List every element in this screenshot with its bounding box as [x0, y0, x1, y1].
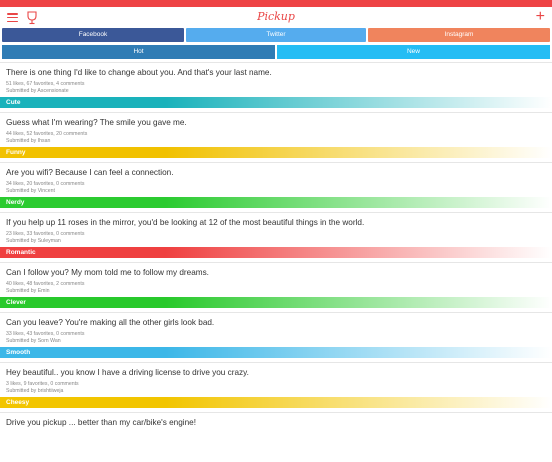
trophy-icon[interactable]: [26, 11, 38, 25]
post-stats: 3 likes, 9 favorites, 0 comments: [6, 381, 79, 387]
post-stats: 33 likes, 43 favorites, 0 comments: [6, 331, 85, 337]
category-tag-bar[interactable]: Funny: [0, 147, 552, 158]
tab-hot[interactable]: Hot: [2, 45, 275, 59]
category-tag-bar[interactable]: Nerdy: [0, 197, 552, 208]
post-author: Submitted by Ihsan: [6, 137, 51, 144]
post-card[interactable]: If you help up 11 roses in the mirror, y…: [0, 212, 552, 262]
post-stats: 23 likes, 33 favorites, 0 comments: [6, 231, 85, 237]
category-tag-label: Cute: [6, 99, 21, 106]
post-stats: 40 likes, 48 favorites, 2 comments: [6, 281, 85, 287]
post-text: Guess what I'm wearing? The smile you ga…: [6, 118, 187, 127]
post-body: Drive you pickup ... better than my car/…: [0, 412, 552, 448]
category-tag-label: Smooth: [6, 349, 31, 356]
post-card[interactable]: Can you leave? You're making all the oth…: [0, 312, 552, 362]
post-text: Hey beautiful.. you know I have a drivin…: [6, 368, 249, 377]
menu-icon[interactable]: [7, 13, 18, 23]
post-body: Guess what I'm wearing? The smile you ga…: [0, 112, 552, 148]
category-tag-bar[interactable]: Smooth: [0, 347, 552, 358]
post-body: Are you wifi? Because I can feel a conne…: [0, 162, 552, 198]
post-body: If you help up 11 roses in the mirror, y…: [0, 212, 552, 248]
category-tag-label: Cheesy: [6, 399, 30, 406]
post-body: Can I follow you? My mom told me to foll…: [0, 262, 552, 298]
post-stats: 51 likes, 67 favorites, 4 comments: [6, 81, 85, 87]
app-title: Pickup: [257, 10, 295, 23]
category-tag-bar[interactable]: Cute: [0, 97, 552, 108]
post-author: Submitted by Vincent: [6, 187, 55, 194]
share-row: Facebook Twitter Instagram: [0, 28, 552, 43]
post-card[interactable]: Guess what I'm wearing? The smile you ga…: [0, 112, 552, 162]
facebook-button[interactable]: Facebook: [2, 28, 184, 42]
post-body: There is one thing I'd like to change ab…: [0, 62, 552, 98]
nav-bar: Pickup +: [0, 7, 552, 29]
post-text: Are you wifi? Because I can feel a conne…: [6, 168, 174, 177]
category-tag-label: Funny: [6, 149, 26, 156]
category-tag-label: Clever: [6, 299, 26, 306]
tab-new[interactable]: New: [277, 45, 550, 59]
category-tag-bar[interactable]: Cheesy: [0, 397, 552, 408]
post-feed: There is one thing I'd like to change ab…: [0, 62, 552, 462]
category-tag-bar[interactable]: Romantic: [0, 247, 552, 258]
post-author: Submitted by Ascensionate: [6, 87, 69, 94]
post-text: If you help up 11 roses in the mirror, y…: [6, 218, 365, 227]
status-bar: [0, 0, 552, 7]
sort-tabs: Hot New: [0, 45, 552, 61]
post-text: There is one thing I'd like to change ab…: [6, 68, 272, 77]
post-author: Submitted by Emin: [6, 287, 50, 294]
post-card[interactable]: Can I follow you? My mom told me to foll…: [0, 262, 552, 312]
add-icon[interactable]: +: [535, 8, 545, 25]
post-author: Submitted by brishtiiweja: [6, 387, 64, 394]
post-stats: 44 likes, 52 favorites, 20 comments: [6, 131, 88, 137]
post-text: Can you leave? You're making all the oth…: [6, 318, 215, 327]
category-tag-label: Romantic: [6, 249, 36, 256]
post-card[interactable]: Are you wifi? Because I can feel a conne…: [0, 162, 552, 212]
post-author: Submitted by Sorn Wan: [6, 337, 61, 344]
post-stats: 34 likes, 20 favorites, 0 comments: [6, 181, 85, 187]
post-body: Hey beautiful.. you know I have a drivin…: [0, 362, 552, 398]
category-tag-label: Nerdy: [6, 199, 25, 206]
twitter-button[interactable]: Twitter: [186, 28, 366, 42]
post-text: Can I follow you? My mom told me to foll…: [6, 268, 209, 277]
post-body: Can you leave? You're making all the oth…: [0, 312, 552, 348]
category-tag-bar[interactable]: Clever: [0, 297, 552, 308]
post-card[interactable]: Hey beautiful.. you know I have a drivin…: [0, 362, 552, 412]
post-card[interactable]: Drive you pickup ... better than my car/…: [0, 412, 552, 462]
post-author: Submitted by Suleyman: [6, 237, 61, 244]
instagram-button[interactable]: Instagram: [368, 28, 550, 42]
post-text: Drive you pickup ... better than my car/…: [6, 418, 196, 427]
post-card[interactable]: There is one thing I'd like to change ab…: [0, 62, 552, 112]
